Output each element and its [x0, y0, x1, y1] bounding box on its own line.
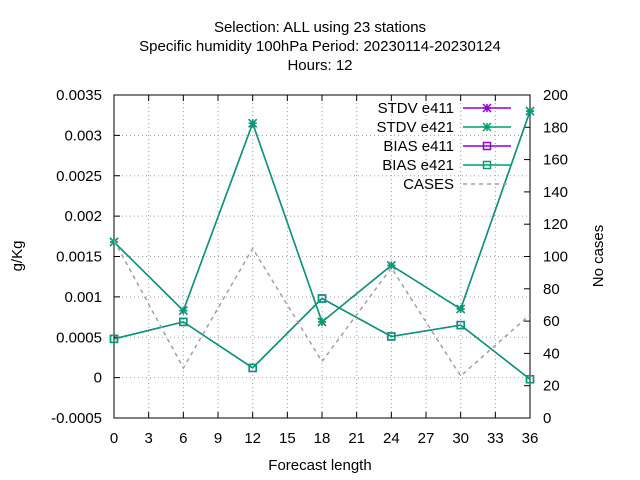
title-line-2: Specific humidity 100hPa Period: 2023011… [139, 38, 501, 55]
data-point [386, 260, 396, 270]
legend-marker [482, 141, 492, 151]
y2-tick-label: 120 [543, 216, 568, 233]
y-axis-label: g/Kg [9, 241, 26, 272]
y2-tick-label: 60 [543, 313, 560, 330]
legend-marker [482, 103, 492, 113]
x-tick-label: 27 [418, 430, 435, 447]
grid [113, 94, 531, 419]
data-point [525, 374, 535, 384]
y2-tick-label: 20 [543, 378, 560, 395]
y-tick-label: 0 [94, 370, 102, 387]
x-axis-label: Forecast length [268, 457, 371, 474]
chart-title: Selection: ALL using 23 stations Specifi… [139, 19, 501, 74]
data-point [525, 106, 535, 116]
legend-item: BIAS e421 [382, 157, 511, 174]
title-line-1: Selection: ALL using 23 stations [214, 19, 426, 36]
x-tick-label: 36 [522, 430, 539, 447]
legend-label: CASES [403, 176, 454, 193]
x-tick-label: 3 [144, 430, 152, 447]
data-point [317, 294, 327, 303]
data-point [248, 363, 257, 373]
series-line [113, 297, 531, 380]
data-point [387, 332, 396, 341]
y-axis-tick-labels: -0.0005 0 0.0005 0.001 0.0015 0.002 0.0025 0.00… [51, 87, 102, 427]
data-point [109, 334, 119, 344]
y-tick-label: 0.002 [64, 208, 102, 225]
series-bias-e421 [109, 294, 535, 384]
data-point [317, 317, 327, 327]
x-tick-label: 21 [348, 430, 365, 447]
y2-tick-label: 0 [543, 410, 551, 427]
legend-item: CASES [403, 176, 511, 193]
y2-axis-label: No cases [590, 225, 607, 288]
x-tick-label: 15 [279, 430, 296, 447]
data-point [179, 317, 188, 327]
y-tick-label: 0.003 [64, 127, 102, 144]
y2-tick-label: 80 [543, 281, 560, 298]
legend: STDV e411 STDV e421 BIAS e411 BIAS e421 CASE… [376, 100, 511, 193]
data-point [109, 237, 119, 247]
x-tick-label: 6 [179, 430, 187, 447]
data-point [456, 320, 465, 330]
axis-ticks [113, 94, 531, 419]
y-tick-label: 0.0005 [56, 329, 102, 346]
y-tick-label: 0.0025 [56, 168, 102, 185]
legend-label: BIAS e421 [382, 157, 454, 174]
series-cases [113, 239, 531, 378]
y-tick-label: 0.0035 [56, 87, 102, 104]
x-tick-label: 24 [383, 430, 400, 447]
legend-label: BIAS e411 [383, 138, 454, 155]
x-tick-label: 18 [314, 430, 331, 447]
data-point [456, 304, 466, 314]
x-tick-label: 12 [244, 430, 261, 447]
y2-tick-label: 180 [543, 119, 568, 136]
series-bias-e411 [109, 294, 535, 384]
legend-item: BIAS e411 [383, 138, 511, 155]
legend-item: STDV e421 [376, 119, 511, 136]
x-tick-label: 30 [452, 430, 469, 447]
y2-tick-label: 200 [543, 87, 568, 104]
y2-tick-label: 40 [543, 345, 560, 362]
x-tick-label: 9 [214, 430, 222, 447]
y2-tick-label: 160 [543, 152, 568, 169]
series-line [113, 239, 531, 378]
y2-axis-tick-labels: 0 20 40 60 80 100 120 140 160 180 200 [543, 87, 568, 427]
y-tick-label: -0.0005 [51, 410, 102, 427]
legend-marker [482, 122, 492, 132]
x-tick-label: 33 [487, 430, 504, 447]
legend-marker [482, 160, 492, 170]
y-tick-label: 0.0015 [56, 249, 102, 266]
data-point [178, 306, 188, 316]
y2-tick-label: 100 [543, 249, 568, 266]
legend-label: STDV e421 [376, 119, 454, 136]
legend-label: STDV e411 [378, 100, 454, 117]
legend-item: STDV e411 [378, 100, 511, 117]
series-stdv-e421 [109, 106, 535, 327]
x-tick-label: 0 [110, 430, 118, 447]
y2-tick-label: 140 [543, 184, 568, 201]
series [109, 106, 535, 384]
y-tick-label: 0.001 [64, 289, 102, 306]
x-axis-tick-labels: 0 3 6 9 12 15 18 21 24 27 30 33 36 [110, 430, 539, 447]
title-line-3: Hours: 12 [287, 57, 352, 74]
data-point [248, 118, 258, 128]
